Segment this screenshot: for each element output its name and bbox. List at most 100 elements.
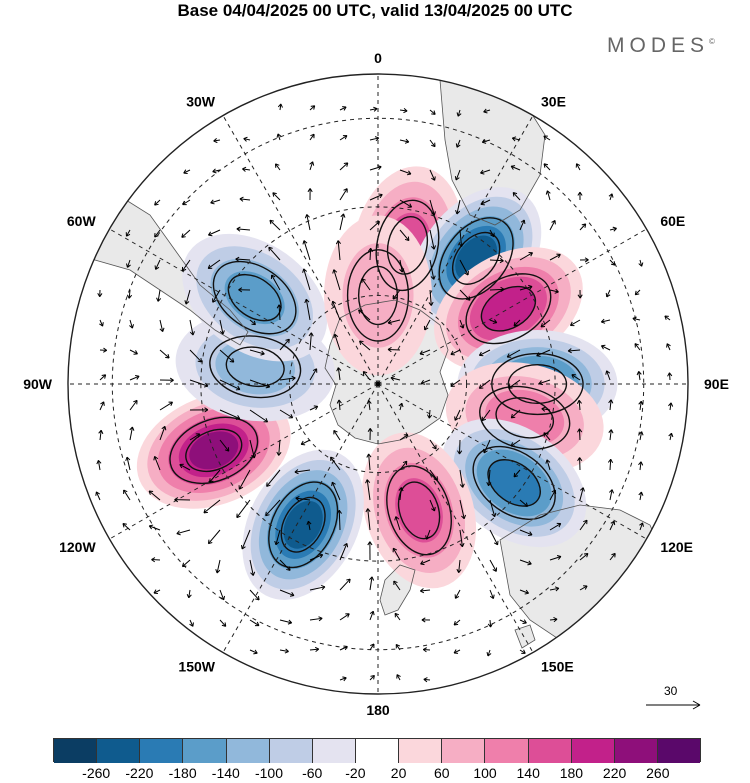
wind-arrow [511, 136, 521, 142]
colorbar-tick-label: 20 [390, 765, 407, 781]
wind-arrow [399, 108, 408, 114]
wind-arrow [481, 138, 491, 144]
colorbar-tick-label: -260 [82, 765, 111, 781]
wind-arrow [575, 163, 581, 171]
wind-arrow [219, 589, 226, 601]
wind-arrow [235, 256, 251, 262]
wind-arrow [455, 199, 461, 215]
colorbar-tick-label: 60 [434, 765, 450, 781]
wind-arrow [399, 434, 409, 441]
wind-arrow [339, 135, 348, 141]
wind-arrow [215, 559, 221, 574]
contour-ring [225, 346, 285, 388]
wind-arrow [219, 379, 241, 391]
anomaly-contour [268, 481, 339, 569]
colorbar-bin [614, 739, 658, 763]
wind-arrow [309, 161, 315, 171]
colorbar-tick-label: -140 [211, 765, 240, 781]
wind-arrow [309, 646, 320, 652]
wind-arrow [638, 491, 644, 501]
longitude-label: 120W [59, 539, 96, 555]
wind-arrow [210, 199, 221, 205]
colorbar-bin [97, 739, 141, 763]
wind-arrow [489, 286, 505, 293]
wind-arrow [179, 463, 191, 471]
wind-arrow [392, 547, 401, 561]
colorbar-bin [140, 739, 184, 763]
polar-stereographic-map: 0 30E 60E 90E 120E 150E 180 150W 120W 90W 60W 30W [23, 50, 729, 718]
wind-arrow [331, 300, 341, 321]
reference-vector [640, 683, 710, 713]
wind-arrow [577, 457, 583, 471]
wind-arrow [365, 508, 371, 531]
new-zealand-coast [379, 564, 416, 616]
wind-arrow [481, 409, 491, 422]
wind-arrow [549, 288, 559, 294]
meridian-line [377, 383, 647, 540]
wind-arrow [300, 439, 311, 446]
wind-arrow [510, 409, 521, 419]
wind-arrow [207, 529, 221, 545]
wind-arrow [421, 617, 431, 623]
wind-arrow [99, 347, 108, 353]
wind-arrow [369, 165, 382, 171]
longitude-label: 180 [366, 702, 390, 718]
wind-arrow [189, 407, 209, 413]
wind-arrow [243, 136, 251, 142]
wind-arrow [274, 529, 281, 546]
wind-arrow [369, 643, 375, 651]
wind-arrow [153, 455, 161, 471]
wind-arrow [425, 529, 431, 540]
wind-arrow [339, 676, 347, 682]
wind-arrow [519, 559, 532, 566]
wind-arrow [99, 319, 104, 327]
wind-arrow [153, 589, 161, 594]
wind-arrow [203, 499, 221, 514]
colorbar-bin [355, 739, 400, 763]
contour-ring [479, 385, 571, 450]
wind-arrow [634, 343, 641, 351]
wind-arrow [487, 619, 493, 628]
wind-arrow [369, 576, 375, 591]
colorbar-tick-label: 180 [559, 765, 584, 781]
wind-arrow [549, 586, 560, 592]
wind-arrow [549, 253, 561, 261]
wind-arrow [369, 610, 375, 621]
meridian-line [222, 383, 379, 653]
wind-arrow [549, 617, 558, 623]
wind-arrow [279, 619, 293, 625]
wind-arrow [159, 349, 170, 359]
contour-ring [185, 428, 243, 473]
wind-arrow [519, 499, 529, 507]
wind-arrow [189, 349, 203, 363]
wind-arrow [398, 487, 404, 501]
wind-arrow [369, 136, 380, 142]
wind-arrow [295, 495, 311, 502]
wind-arrow [332, 269, 341, 291]
anomaly-shading-level [488, 459, 541, 507]
wind-arrow [95, 491, 101, 501]
wind-arrow [333, 429, 341, 441]
longitude-label: 120E [660, 539, 693, 555]
wind-arrow [420, 559, 431, 566]
wind-arrow [513, 469, 521, 478]
longitude-label: 90W [23, 376, 53, 392]
reference-arrow-icon [646, 700, 701, 710]
wind-arrow [339, 613, 350, 621]
longitude-label: 30W [186, 94, 216, 110]
wind-arrow [508, 379, 521, 389]
wind-arrow [420, 588, 431, 594]
contour-ring [386, 215, 429, 275]
wind-arrow [123, 489, 131, 501]
wind-arrow [249, 589, 260, 601]
wind-arrow [419, 349, 431, 356]
wind-arrow [339, 542, 349, 561]
wind-arrow [387, 319, 401, 325]
anomaly-shading-level [395, 478, 443, 543]
wind-arrow [510, 439, 521, 447]
wind-arrow [269, 219, 281, 231]
wind-arrow [307, 188, 313, 201]
wind-arrow [98, 429, 104, 441]
wind-arrow [393, 580, 401, 591]
wind-arrow [367, 541, 373, 561]
